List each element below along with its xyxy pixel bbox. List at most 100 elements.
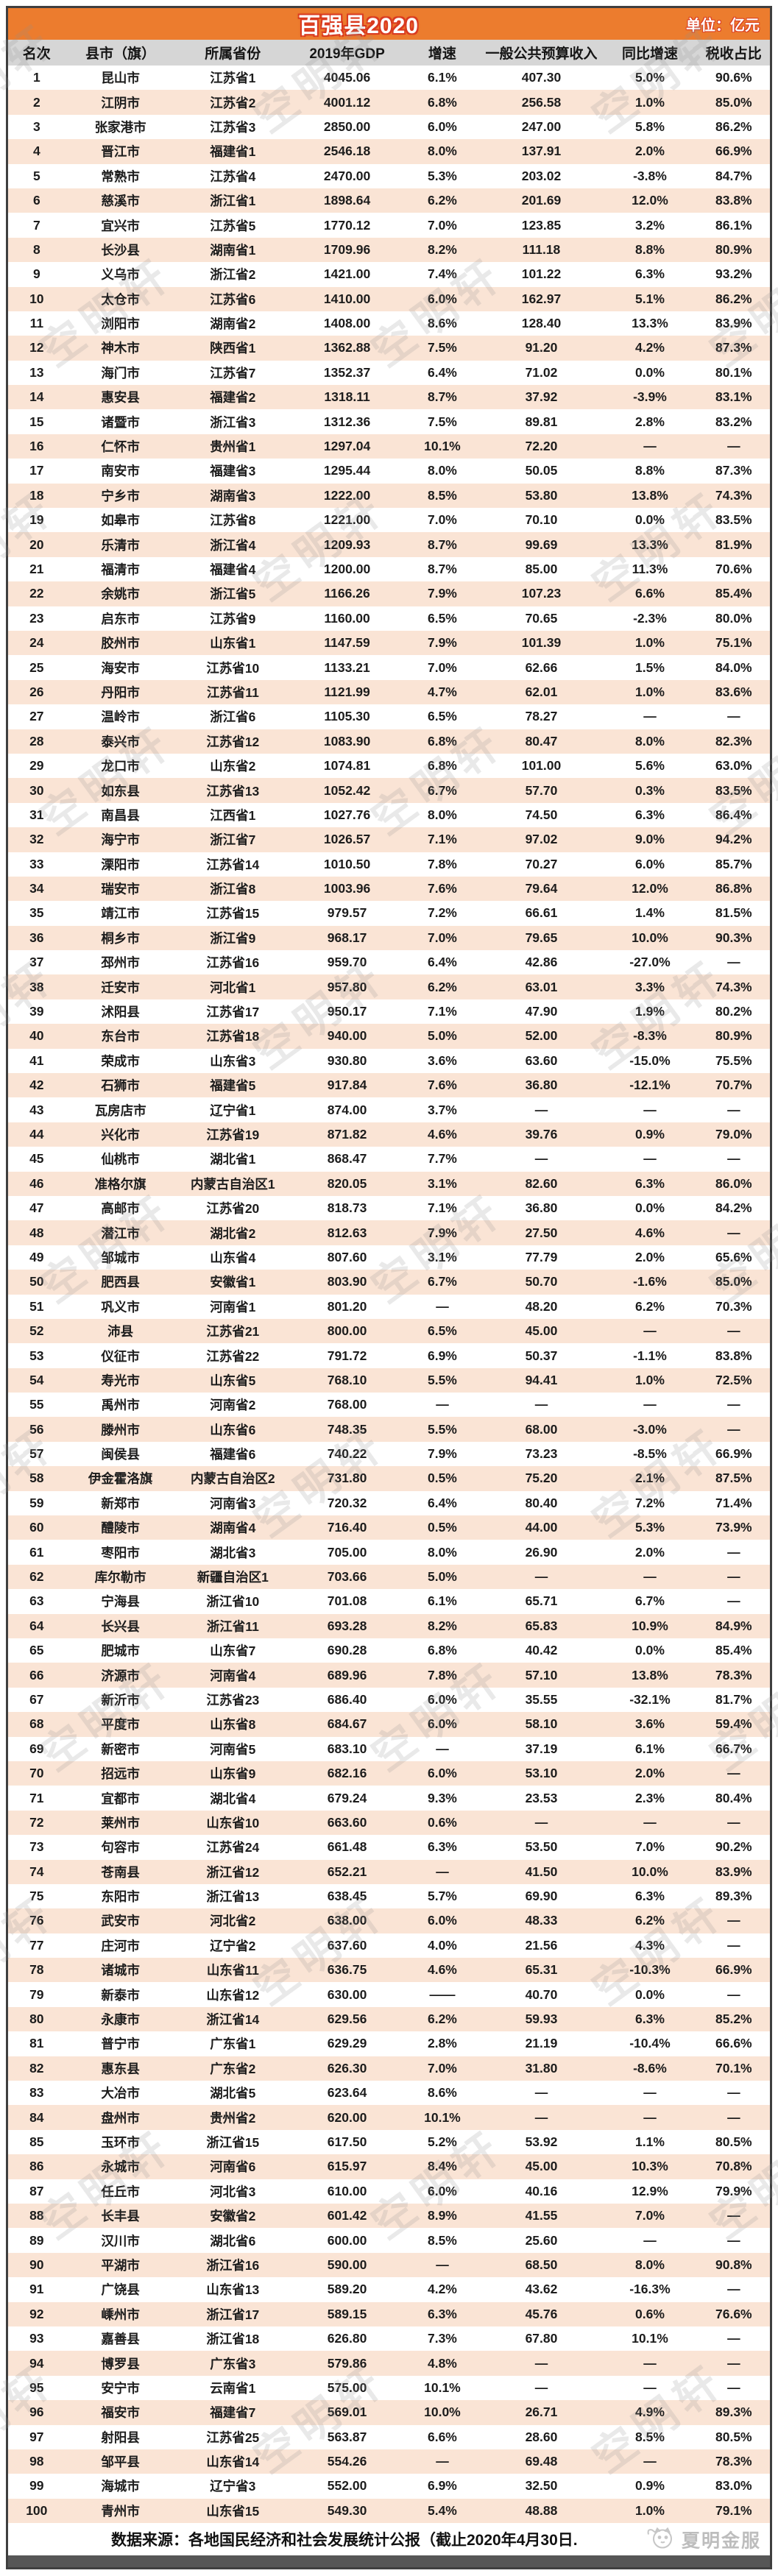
budget-revenue-cell: 101.39 (521, 635, 562, 651)
rank-cell: 48 (29, 1225, 44, 1240)
gdp-cell: 630.00 (327, 1986, 367, 2002)
growth-cell: 2.8% (427, 2036, 457, 2051)
budget-revenue-cell: 63.60 (525, 1052, 558, 1068)
rank-cell: 45 (29, 1151, 44, 1167)
rank-cell: 74 (29, 1864, 44, 1879)
county-cell: 瑞安市 (101, 882, 140, 897)
rank-cell: 71 (29, 1790, 44, 1805)
county-cell: 靖江市 (101, 906, 140, 921)
yoy-growth-cell: 8.8% (635, 463, 665, 478)
province-cell: 浙江省5 (210, 587, 256, 602)
province-cell: 湖北省3 (210, 1545, 256, 1560)
growth-cell: 10.0% (424, 2405, 461, 2420)
table-row: 30 如东县 江苏省13 1052.42 6.7% 57.70 0.3% 83.5% (8, 778, 770, 803)
province-cell: 浙江省8 (210, 882, 256, 897)
rank-cell: 43 (29, 1102, 44, 1117)
province-cell: 浙江省2 (210, 267, 256, 283)
county-cell: 苍南县 (101, 1864, 140, 1880)
table-body: 1 昆山市 江苏省1 4045.06 6.1% 407.30 5.0% 90.6% 2 江阴市 江苏… (8, 66, 770, 2524)
province-cell: 山东省7 (210, 1643, 256, 1659)
budget-revenue-cell: 25.60 (525, 2232, 558, 2248)
gdp-cell: 638.00 (327, 1913, 367, 1928)
table-row: 35 靖江市 江苏省15 979.57 7.2% 66.61 1.4% 81.5% (8, 901, 770, 926)
budget-revenue-cell: 68.00 (525, 1421, 558, 1437)
yoy-growth-cell: 8.0% (635, 733, 665, 749)
county-cell: 盘州市 (101, 2110, 140, 2126)
growth-cell: 7.9% (427, 1225, 457, 1240)
rank-cell: 80 (29, 2011, 44, 2027)
yoy-growth-cell: -1.1% (633, 1348, 667, 1363)
province-cell: 江苏省4 (210, 169, 256, 184)
budget-revenue-cell: 97.02 (525, 832, 558, 847)
table-row: 28 泰兴市 江苏省12 1083.90 6.8% 80.47 8.0% 82.3% (8, 729, 770, 754)
province-cell: 浙江省1 (210, 194, 256, 209)
county-cell: 寿光市 (101, 1373, 140, 1388)
table-row: 70 招远市 山东省9 682.16 6.0% 53.10 2.0% — (8, 1761, 770, 1786)
gdp-cell: 626.80 (327, 2331, 367, 2346)
county-cell: 福清市 (101, 562, 140, 577)
county-cell: 准格尔旗 (94, 1176, 146, 1192)
column-header-tax-share: 税收占比 (705, 46, 762, 62)
province-cell: 辽宁省1 (210, 1103, 256, 1118)
gdp-cell: 1147.59 (324, 635, 370, 651)
rank-cell: 92 (29, 2306, 44, 2321)
province-cell: 江苏省13 (206, 783, 260, 799)
budget-revenue-cell: 48.33 (525, 1913, 558, 1928)
yoy-growth-cell: -3.9% (633, 389, 667, 405)
growth-cell: — (436, 1397, 449, 1412)
county-cell: 莱州市 (101, 1815, 140, 1830)
table-row: 67 新沂市 江苏省23 686.40 6.0% 35.55 -32.1% 81.7% (8, 1687, 770, 1713)
tax-share-cell: 87.3% (715, 463, 752, 478)
province-cell: 山东省13 (206, 2282, 260, 2298)
rank-cell: 8 (32, 241, 40, 257)
table-row: 3 张家港市 江苏省3 2850.00 6.0% 247.00 5.8% 86.2% (8, 114, 770, 140)
gdp-cell: 1318.11 (324, 389, 370, 405)
table-row: 31 南昌县 江西省1 1027.76 8.0% 74.50 6.3% 86.4% (8, 802, 770, 828)
growth-cell: 6.0% (427, 1766, 457, 1781)
county-cell: 如东县 (101, 783, 140, 799)
tax-share-cell: 83.8% (715, 1348, 752, 1363)
yoy-growth-cell: 6.1% (635, 1741, 665, 1756)
table-row: 15 诸暨市 浙江省3 1312.36 7.5% 89.81 2.8% 83.2% (8, 409, 770, 434)
yoy-growth-cell: -15.0% (629, 1052, 671, 1068)
county-cell: 任丘市 (101, 2184, 140, 2199)
tax-share-cell: 80.1% (715, 364, 752, 380)
budget-revenue-cell: 101.22 (521, 266, 562, 282)
rank-cell: 41 (29, 1052, 44, 1068)
tax-share-cell: 86.2% (715, 118, 752, 134)
tax-share-cell: 80.4% (715, 1790, 752, 1805)
growth-cell: 7.4% (427, 266, 457, 282)
table-row: 18 宁乡市 湖南省3 1222.00 8.5% 53.80 13.8% 74.3% (8, 483, 770, 509)
county-cell: 兴化市 (101, 1127, 140, 1142)
rank-cell: 100 (26, 2502, 48, 2518)
gdp-cell: 636.75 (327, 1962, 367, 1978)
table-row: 2 江阴市 江苏省2 4001.12 6.8% 256.58 1.0% 85.0% (8, 90, 770, 115)
tax-share-cell: — (727, 1913, 740, 1928)
rank-cell: 33 (29, 856, 44, 871)
table-row: 33 溧阳市 江苏省14 1010.50 7.8% 70.27 6.0% 85.7% (8, 852, 770, 877)
yoy-growth-cell: — (643, 2379, 657, 2395)
rank-cell: 5 (32, 168, 40, 183)
table-row: 76 武安市 河北省2 638.00 6.0% 48.33 6.2% — (8, 1908, 770, 1933)
yoy-growth-cell: 12.9% (632, 2183, 668, 2198)
rank-cell: 90 (29, 2257, 44, 2272)
growth-cell: 10.1% (424, 439, 461, 454)
yoy-growth-cell: 0.0% (635, 364, 665, 380)
gdp-cell: 620.00 (327, 2109, 367, 2125)
tax-share-cell: 78.3% (715, 1667, 752, 1682)
province-cell: 山东省8 (210, 1717, 256, 1733)
gdp-cell: 801.20 (327, 1298, 367, 1314)
county-cell: 新泰市 (101, 1987, 140, 2003)
table-row: 71 宜都市 湖北省4 679.24 9.3% 23.53 2.3% 80.4% (8, 1786, 770, 1811)
budget-revenue-cell: 53.10 (525, 1766, 558, 1781)
budget-revenue-cell: 41.55 (525, 2208, 558, 2223)
yoy-growth-cell: — (643, 1323, 657, 1339)
growth-cell: 0.5% (427, 1520, 457, 1535)
growth-cell: 4.7% (427, 684, 457, 699)
growth-cell: 5.2% (427, 2134, 457, 2149)
yoy-growth-cell: 1.0% (635, 684, 665, 699)
budget-revenue-cell: 32.50 (525, 2478, 558, 2494)
table-row: 68 平度市 山东省8 684.67 6.0% 58.10 3.6% 59.4% (8, 1712, 770, 1737)
tax-share-cell: 82.3% (715, 733, 752, 749)
county-cell: 汉川市 (101, 2233, 140, 2248)
